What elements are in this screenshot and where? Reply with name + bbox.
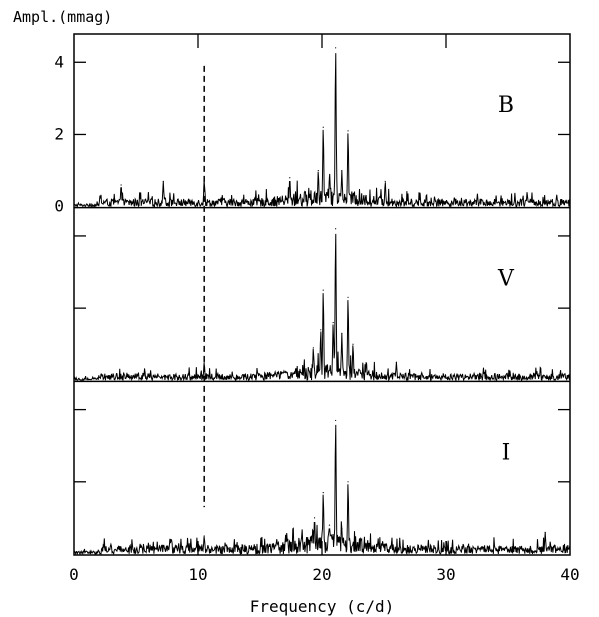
peak-point xyxy=(317,169,319,172)
panel-v: V xyxy=(73,228,571,382)
plot-frame xyxy=(73,33,571,556)
peak-point xyxy=(347,296,349,298)
peak-point xyxy=(328,177,331,179)
peak-point xyxy=(335,419,337,422)
band-label-b: B xyxy=(498,93,514,118)
peak-point xyxy=(289,177,291,179)
peak-point xyxy=(544,531,546,533)
peak-point xyxy=(332,321,334,324)
band-label-i: I xyxy=(502,440,511,465)
peak-point xyxy=(347,481,349,483)
peak-point xyxy=(322,126,324,128)
peak-point xyxy=(312,347,314,349)
peak-point xyxy=(162,180,164,182)
spectrum-panels: B V I xyxy=(73,47,571,556)
x-tick-label: 10 xyxy=(188,565,207,584)
peak-point xyxy=(341,169,343,172)
peak-point xyxy=(313,517,316,519)
peak-point xyxy=(322,492,324,494)
panel-b: B xyxy=(73,47,571,209)
peak-point xyxy=(352,343,354,345)
peak-point xyxy=(335,47,337,49)
x-tick-label: 20 xyxy=(312,565,331,584)
band-label-v: V xyxy=(497,267,515,292)
x-axis-label: Frequency (c/d) xyxy=(250,597,395,616)
peak-point xyxy=(328,524,331,526)
peak-point xyxy=(320,329,322,331)
peak-point xyxy=(395,361,397,363)
x-tick-label: 0 xyxy=(69,565,79,584)
panel-i: I xyxy=(73,419,571,556)
peak-point xyxy=(341,528,343,530)
x-tick-label: 40 xyxy=(560,565,579,584)
peak-point xyxy=(341,332,343,335)
y-tick-label: 4 xyxy=(54,52,64,71)
y-tick-label: 2 xyxy=(54,124,64,143)
peak-point xyxy=(335,228,337,230)
series-line-v xyxy=(73,233,571,382)
x-tick-label: 30 xyxy=(436,565,455,584)
plot-border xyxy=(73,33,571,556)
peak-point xyxy=(120,184,122,186)
y-tick-label: 0 xyxy=(54,197,64,216)
peak-point xyxy=(347,130,349,132)
peak-point xyxy=(322,289,324,291)
peak-point xyxy=(203,361,205,363)
series-line-i xyxy=(73,424,571,556)
y-axis-label: Ampl.(mmag) xyxy=(13,8,112,26)
series-line-b xyxy=(73,53,571,209)
peak-point xyxy=(384,180,386,182)
peak-point xyxy=(203,535,205,537)
